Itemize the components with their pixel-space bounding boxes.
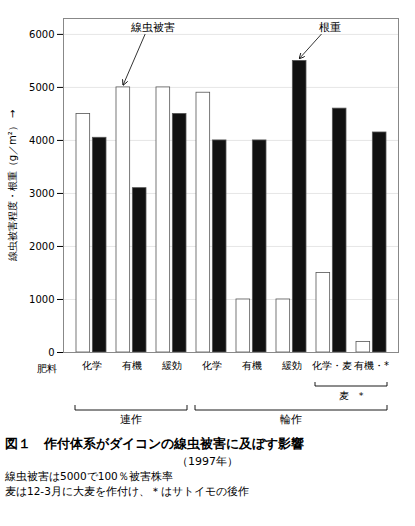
svg-text:根重: 根重: [319, 21, 341, 34]
svg-text:3000: 3000: [29, 188, 54, 199]
svg-text:肥料: 肥料: [37, 363, 57, 374]
html-text:（1997年）: （1997年）: [177, 455, 238, 468]
svg-text:有機: 有機: [122, 360, 142, 371]
svg-text:化学: 化学: [202, 360, 222, 371]
svg-text:0: 0: [48, 347, 54, 358]
svg-text:連作: 連作: [120, 413, 142, 426]
svg-text:麦 *: 麦 *: [339, 390, 364, 401]
html-text:線虫被害は5000で100％被害株率: 線虫被害は5000で100％被害株率: [5, 470, 173, 482]
svg-text:緩効: 緩効: [161, 360, 182, 371]
svg-text:輪作: 輪作: [280, 413, 302, 426]
svg-text:2000: 2000: [29, 241, 54, 252]
html-text:図１ 作付体系がダイコンの線虫被害に及ぼす影響: 図１ 作付体系がダイコンの線虫被害に及ぼす影響: [5, 436, 304, 451]
svg-text:化学: 化学: [82, 360, 102, 371]
svg-text:化学・麦: 化学・麦: [312, 360, 352, 371]
html-text:麦は12-3月に大麦を作付け、＊はサトイモの後作: 麦は12-3月に大麦を作付け、＊はサトイモの後作: [5, 485, 249, 497]
svg-text:有機・*: 有機・*: [354, 360, 389, 371]
svg-text:線虫被害: 線虫被害: [130, 21, 175, 34]
svg-text:5000: 5000: [29, 82, 54, 93]
svg-text:4000: 4000: [29, 135, 54, 146]
svg-text:1000: 1000: [29, 294, 54, 305]
svg-text:有機: 有機: [242, 360, 262, 371]
svg-text:6000: 6000: [29, 29, 54, 40]
svg-text:緩効: 緩効: [281, 360, 302, 371]
svg-text:線虫被害程度・根重（g／m²） →: 線虫被害程度・根重（g／m²） →: [7, 110, 18, 263]
